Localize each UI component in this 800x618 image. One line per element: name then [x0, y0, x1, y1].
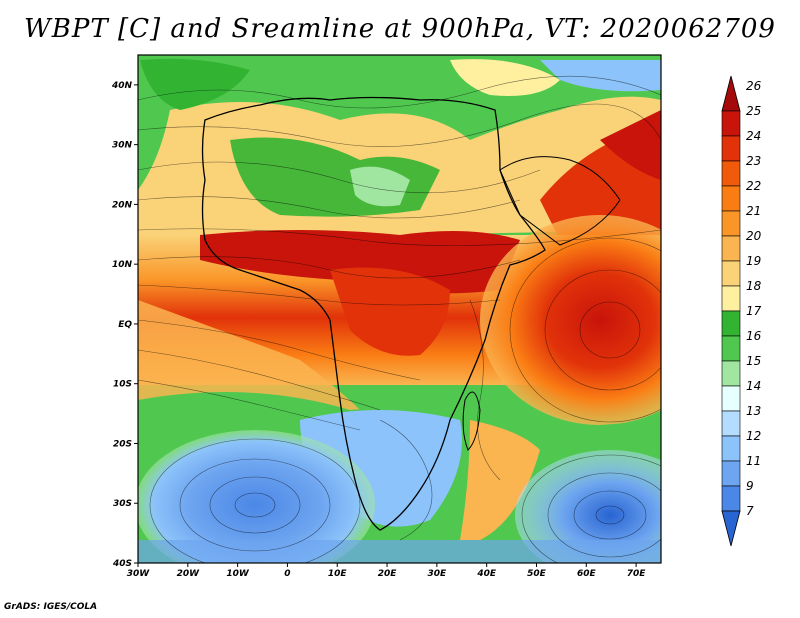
colorbar-label: 24 [746, 129, 761, 143]
colorbar-label: 23 [746, 154, 761, 168]
lon-tick-label: 10E [328, 569, 348, 579]
plot-frame [137, 54, 662, 564]
colorbar-cell [721, 310, 741, 337]
lat-tick-label: 40N [111, 81, 133, 91]
colorbar-cell [721, 410, 741, 437]
colorbar-cell [721, 435, 741, 462]
colorbar-cell [721, 485, 741, 512]
lat-tick-label: 10S [113, 380, 132, 390]
colorbar-cell [721, 260, 741, 287]
lat-tick-label: 20S [113, 439, 132, 449]
colorbar-cell [721, 210, 741, 237]
colorbar-label: 12 [746, 429, 761, 443]
wbpt-field [138, 55, 661, 563]
colorbar-cell [721, 185, 741, 212]
lon-tick-label: 40E [476, 569, 497, 579]
lon-tick-label: 30W [127, 569, 151, 579]
colorbar-cell [721, 385, 741, 412]
lat-tick-label: 40S [112, 559, 132, 569]
longitude-axis: 30W 20W 10W 0 10E 20E 30E 40E 50E 60E 70E [127, 563, 647, 579]
lon-tick-label: 0 [284, 569, 290, 579]
colorbar-label: 17 [746, 304, 762, 318]
lat-tick-label: 30N [112, 141, 133, 151]
colorbar-label: 26 [746, 79, 762, 93]
latitude-axis: 40N 30N 20N 10N EQ 10S 20S 30S 40S [111, 81, 138, 569]
colorbar-cell [721, 235, 741, 262]
colorbar-label: 16 [746, 329, 762, 343]
colorbar-cell [721, 110, 741, 137]
lon-tick-label: 20E [378, 569, 398, 579]
colorbar-cell [721, 510, 741, 547]
colorbar-label: 19 [746, 254, 761, 268]
lon-tick-label: 70E [627, 569, 647, 579]
lon-tick-label: 30E [428, 569, 448, 579]
colorbar-cell [721, 285, 741, 312]
lon-tick-label: 20W [177, 569, 201, 579]
lat-tick-label: 30S [113, 499, 132, 509]
colorbar: 26 25 24 23 22 21 20 19 18 17 16 15 14 13 12 11 9 7 [721, 75, 762, 547]
lon-tick-label: 10W [226, 569, 250, 579]
colorbar-label: 9 [746, 479, 754, 493]
lat-tick-label: 20N [112, 200, 133, 210]
colorbar-label: 14 [746, 379, 761, 393]
lat-tick-label: EQ [118, 320, 132, 330]
lon-tick-label: 60E [577, 569, 597, 579]
lat-tick-label: 10N [112, 260, 133, 270]
lon-tick-label: 50E [527, 569, 547, 579]
colorbar-label: 22 [746, 179, 761, 193]
colorbar-cell [721, 335, 741, 362]
colorbar-cell [721, 135, 741, 162]
colorbar-cell [721, 460, 741, 487]
colorbar-label: 20 [746, 229, 762, 243]
colorbar-label: 15 [746, 354, 761, 368]
colorbar-label: 18 [746, 279, 762, 293]
credit-text: GrADS: IGES/COLA [4, 602, 98, 612]
colorbar-label: 11 [746, 454, 761, 468]
colorbar-label: 13 [746, 404, 761, 418]
map-title: WBPT [C] and Sreamline at 900hPa, VT: 20… [24, 14, 776, 44]
colorbar-cell [721, 160, 741, 187]
colorbar-cell [721, 360, 741, 387]
colorbar-label: 21 [746, 204, 761, 218]
colorbar-label: 7 [746, 504, 754, 518]
colorbar-cell [721, 75, 741, 112]
colorbar-label: 25 [746, 104, 761, 118]
